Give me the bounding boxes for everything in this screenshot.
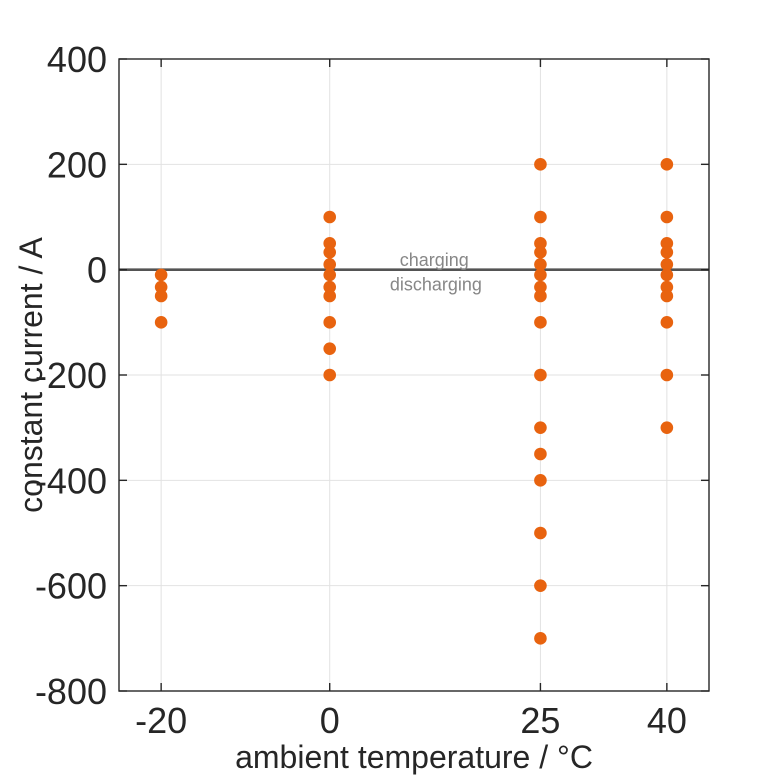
data-point (534, 280, 547, 294)
data-point (534, 579, 547, 592)
y-tick-label: 200 (47, 144, 107, 185)
x-axis-label: ambient temperature / °C (235, 739, 593, 775)
data-point (323, 258, 337, 271)
data-point (323, 289, 337, 303)
data-point (323, 210, 337, 224)
data-point (660, 210, 674, 224)
data-point (660, 421, 674, 434)
data-point (660, 289, 674, 303)
data-point (534, 158, 547, 171)
data-point (323, 316, 337, 329)
annotation-discharging: discharging (390, 275, 482, 295)
data-point (323, 237, 337, 250)
y-tick-label: -200 (35, 355, 107, 396)
y-tick-label: -400 (35, 460, 107, 501)
data-point (534, 421, 547, 434)
data-point (534, 316, 547, 329)
data-point (660, 316, 674, 329)
data-point (534, 474, 547, 487)
data-point (534, 237, 547, 250)
data-point (660, 237, 674, 250)
data-point (534, 368, 547, 382)
x-tick-label: 0 (320, 700, 340, 741)
data-point (660, 368, 674, 382)
data-point (154, 280, 168, 294)
data-point (154, 289, 168, 303)
x-tick-label: 40 (647, 700, 687, 741)
data-point (660, 280, 674, 294)
data-point (660, 245, 674, 259)
x-tick-label: -20 (135, 700, 187, 741)
data-point (323, 280, 337, 294)
data-point (534, 447, 547, 461)
data-point (660, 268, 674, 282)
y-tick-label: -800 (35, 671, 107, 712)
data-point (534, 258, 547, 271)
data-point (534, 632, 547, 645)
x-tick-label: 25 (520, 700, 560, 741)
data-point (323, 245, 337, 259)
annotation-charging: charging (400, 250, 469, 270)
data-point (323, 368, 337, 382)
y-tick-label: 400 (47, 39, 107, 80)
data-point (534, 526, 547, 540)
data-point (323, 268, 337, 282)
data-point (154, 268, 168, 282)
y-tick-label: -600 (35, 566, 107, 607)
data-point (323, 342, 337, 355)
y-axis-label: constant current / A (13, 236, 49, 512)
y-tick-label: 0 (87, 250, 107, 291)
data-point (154, 316, 168, 329)
data-point (534, 289, 547, 303)
data-point (534, 268, 547, 282)
data-point (660, 258, 674, 271)
data-point (534, 245, 547, 259)
data-point (534, 210, 547, 224)
data-point (660, 158, 674, 171)
